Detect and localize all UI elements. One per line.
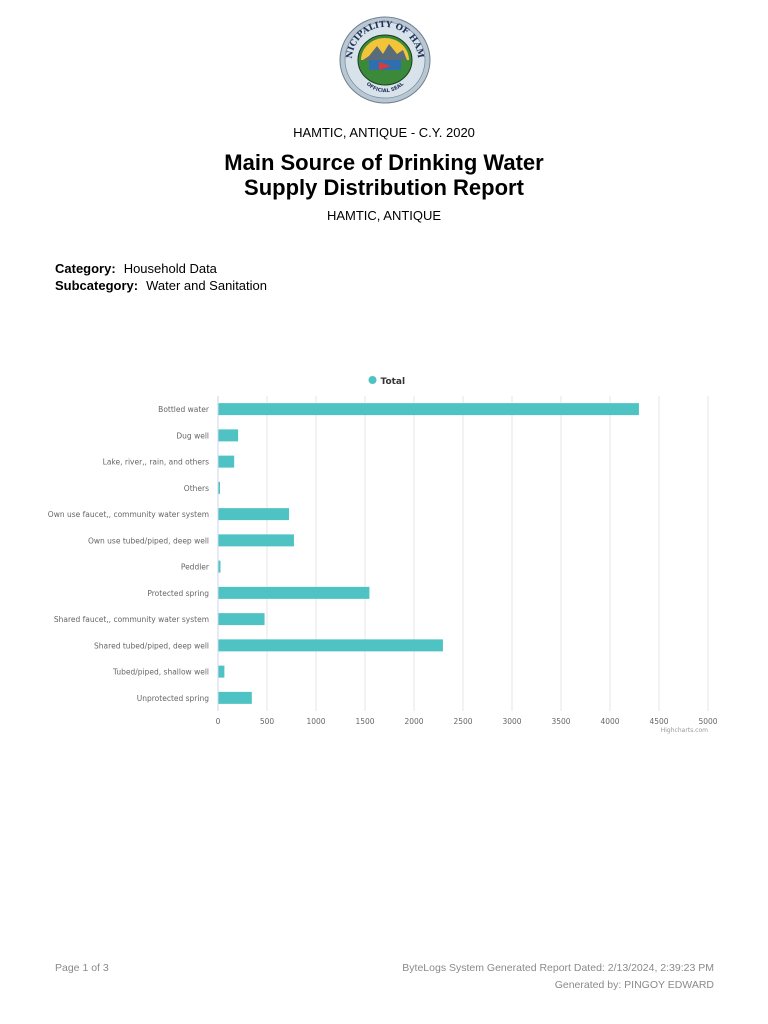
- category-value: Household Data: [123, 261, 217, 276]
- category-label: Shared tubed/piped, deep well: [94, 641, 209, 650]
- legend-marker: [368, 376, 377, 384]
- category-label: Shared faucet,, community water system: [54, 615, 209, 624]
- chart-legend[interactable]: Total: [368, 376, 406, 387]
- x-tick-label: 4500: [649, 717, 668, 726]
- x-tick-label: 1000: [306, 717, 325, 726]
- category-label: Category:: [55, 261, 116, 276]
- bar[interactable]: Own use faucet,, community water system:…: [218, 508, 290, 521]
- category-label: Peddler: [181, 563, 210, 572]
- report-location: HAMTIC, ANTIQUE: [326, 208, 442, 223]
- bar[interactable]: Shared faucet,, community water system: …: [218, 613, 265, 626]
- report-title-line-1: Main Source of Drinking Water: [224, 150, 544, 175]
- category-label: Own use faucet,, community water system: [48, 510, 209, 519]
- category-label: Others: [184, 484, 209, 493]
- category-label: Bottled water: [158, 405, 210, 414]
- municipal-seal-logo: MUNICIPALITY OF HAMTIC OFFICIAL SEAL: [339, 16, 431, 104]
- category-label: Unprotected spring: [137, 694, 209, 703]
- x-tick-label: 2500: [453, 717, 472, 726]
- bar[interactable]: Tubed/piped, shallow well: 60: [218, 665, 225, 678]
- category-label: Own use tubed/piped, deep well: [88, 536, 209, 545]
- x-tick-label: 1500: [355, 717, 374, 726]
- bar[interactable]: Dug well: 200: [218, 429, 239, 442]
- legend-label: Total: [381, 377, 406, 387]
- report-location-year: HAMTIC, ANTIQUE - C.Y. 2020: [293, 125, 475, 140]
- report-title: Main Source of Drinking Water Supply Dis…: [0, 150, 768, 200]
- bar[interactable]: Own use tubed/piped, deep well: 770: [218, 534, 294, 547]
- chart-credit: Highcharts.com: [661, 727, 708, 734]
- x-tick-label: 2000: [404, 717, 423, 726]
- x-tick-label: 0: [216, 717, 221, 726]
- bar[interactable]: Bottled water: 4290: [218, 403, 639, 416]
- x-tick-label: 3000: [502, 717, 521, 726]
- generated-by: Generated by: PINGOY EDWARD: [554, 979, 714, 991]
- category-label: Tubed/piped, shallow well: [112, 668, 209, 677]
- category-label: Protected spring: [147, 589, 209, 598]
- bar[interactable]: Unprotected spring: 340: [218, 691, 252, 704]
- subcategory-label: Subcategory:: [55, 278, 139, 293]
- page-number: Page 1 of 3: [55, 962, 109, 974]
- x-tick-label: 5000: [698, 717, 717, 726]
- water-source-bar-chart: Bottled water: 4290 Dug well: 200 Lake, ri…: [48, 376, 718, 734]
- bar[interactable]: Others: 10: [218, 481, 221, 494]
- bar[interactable]: Protected spring: 1540: [218, 586, 370, 599]
- bar[interactable]: Peddler: 20: [218, 560, 221, 573]
- category-label: Lake, river,, rain, and others: [103, 458, 209, 467]
- category-row: Category: Household Data: [55, 261, 217, 276]
- generated-date: ByteLogs System Generated Report Dated: …: [402, 962, 714, 974]
- report-title-line-2: Supply Distribution Report: [244, 175, 524, 200]
- subcategory-value: Water and Sanitation: [146, 278, 268, 293]
- x-tick-label: 4000: [600, 717, 619, 726]
- bar[interactable]: Shared tubed/piped, deep well: 2290: [218, 639, 443, 652]
- x-tick-label: 3500: [551, 717, 570, 726]
- subcategory-row: Subcategory: Water and Sanitation: [55, 278, 267, 293]
- bar[interactable]: Lake, river,, rain, and others: 160: [218, 455, 235, 468]
- category-label: Dug well: [176, 431, 209, 440]
- x-tick-label: 500: [260, 717, 275, 726]
